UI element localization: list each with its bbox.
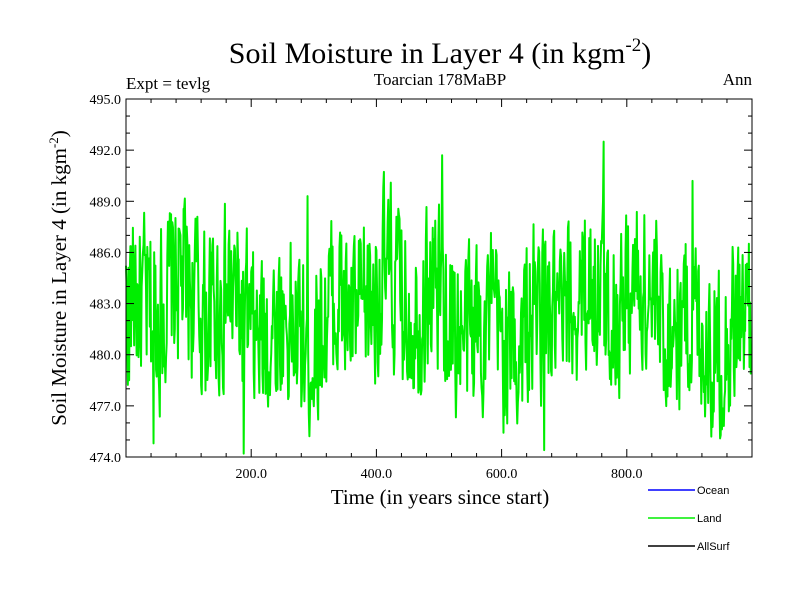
plot-area: [125, 98, 753, 458]
period-label: Toarcian 178MaBP: [374, 70, 506, 89]
experiment-label: Expt = tevlg: [126, 74, 211, 93]
y-tick-label: 480.0: [90, 349, 122, 364]
legend-land-label: Land: [697, 513, 721, 525]
y-tick-label: 492.0: [90, 144, 122, 159]
season-label: Ann: [723, 70, 753, 89]
x-tick-label: 800.0: [611, 467, 643, 482]
y-tick-label: 483.0: [90, 298, 122, 313]
x-tick-label: 400.0: [361, 467, 393, 482]
x-axis-title: Time (in years since start): [331, 485, 550, 509]
legend: Ocean Land AllSurf: [648, 485, 730, 553]
chart-title: Soil Moisture in Layer 4 (in kgm-2): [229, 35, 651, 70]
series-land: [125, 140, 752, 455]
y-tick-label: 489.0: [90, 195, 122, 210]
plot-frame: [125, 98, 753, 458]
legend-allsurf-label: AllSurf: [697, 541, 730, 553]
y-tick-label: 474.0: [90, 451, 122, 466]
x-tick-labels: 200.0 400.0 600.0 800.0: [235, 467, 642, 482]
y-tick-labels: 474.0 477.0 480.0 483.0 486.0 489.0 492.0 495.0: [90, 93, 122, 466]
x-tick-label: 600.0: [486, 467, 518, 482]
y-tick-label: 495.0: [90, 93, 122, 108]
y-tick-label: 486.0: [90, 246, 122, 261]
x-tick-label: 200.0: [235, 467, 267, 482]
y-tick-label: 477.0: [90, 400, 122, 415]
y-axis-title: Soil Moisture in Layer 4 (in kgm-2): [46, 130, 71, 425]
land-series-line: [125, 140, 752, 455]
legend-ocean-label: Ocean: [697, 485, 729, 497]
